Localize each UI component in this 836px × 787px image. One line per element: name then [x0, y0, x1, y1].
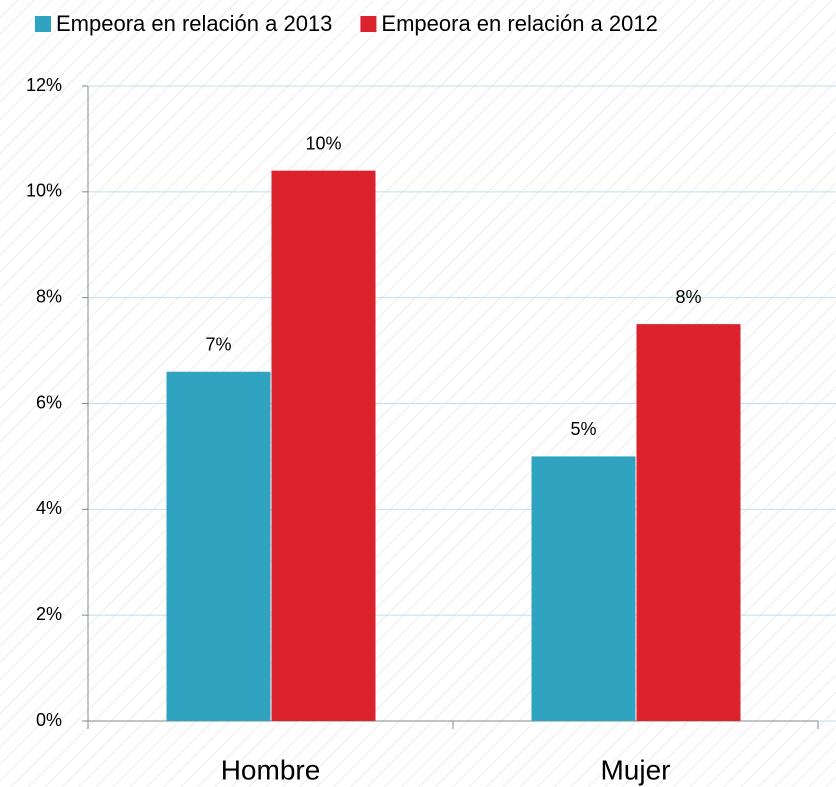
- legend-label: Empeora en relación a 2013: [56, 11, 332, 36]
- legend-label: Empeora en relación a 2012: [381, 11, 657, 36]
- y-tick-label: 10%: [26, 181, 62, 201]
- y-tick-label: 0%: [36, 710, 62, 730]
- value-label: 8%: [675, 287, 701, 307]
- x-tick-label: Mujer: [600, 754, 670, 785]
- value-label: 7%: [205, 335, 231, 355]
- value-label: 10%: [305, 133, 341, 153]
- legend-swatch: [35, 16, 51, 32]
- bar: [271, 170, 376, 721]
- y-tick-label: 6%: [36, 392, 62, 412]
- x-tick-label: Hombre: [221, 754, 321, 785]
- y-tick-label: 4%: [36, 498, 62, 518]
- y-tick-label: 8%: [36, 286, 62, 306]
- bar: [636, 324, 741, 721]
- y-tick-label: 2%: [36, 604, 62, 624]
- y-tick-label: 12%: [26, 75, 62, 95]
- bar: [166, 371, 271, 721]
- legend-swatch: [360, 16, 377, 32]
- value-label: 5%: [570, 419, 596, 439]
- bar: [531, 456, 636, 721]
